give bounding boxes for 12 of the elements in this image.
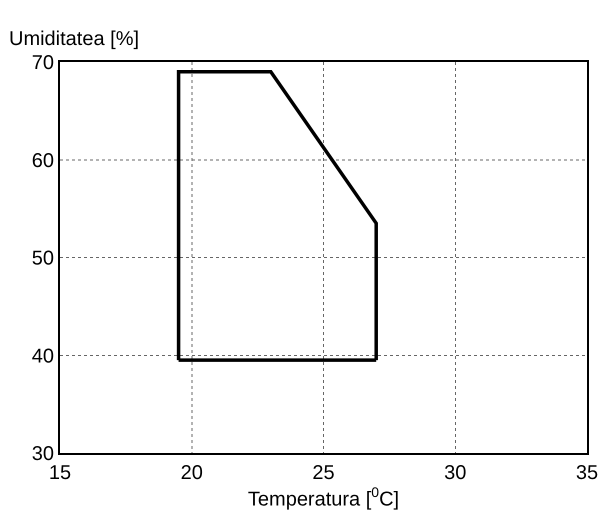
y-tick-label: 40 — [32, 345, 54, 368]
y-axis-title: Umiditatea [%] — [9, 28, 140, 50]
y-tick-label: 70 — [32, 52, 54, 74]
x-tick-label: 25 — [312, 462, 335, 484]
y-tick-label: 50 — [32, 248, 54, 270]
x-tick-label: 20 — [180, 462, 203, 484]
x-axis-title: Temperatura [$^{0}$C] — [248, 484, 400, 510]
x-tick-label: 35 — [576, 462, 598, 484]
y-tick-label: 30 — [32, 443, 54, 465]
y-tick-label: 60 — [32, 150, 54, 172]
x-tick-label: 30 — [444, 462, 466, 484]
x-tick-label: 15 — [48, 462, 72, 484]
